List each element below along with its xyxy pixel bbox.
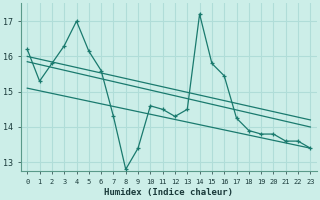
X-axis label: Humidex (Indice chaleur): Humidex (Indice chaleur) <box>104 188 233 197</box>
